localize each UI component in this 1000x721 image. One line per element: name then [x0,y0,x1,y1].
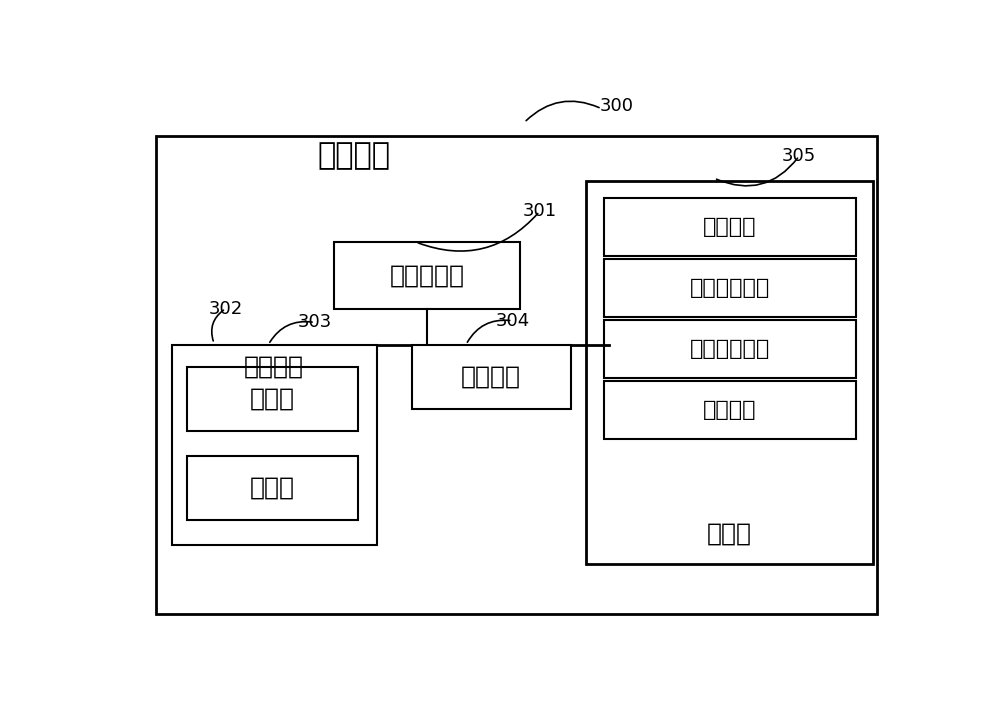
Text: 303: 303 [298,314,332,332]
Bar [334,242,520,309]
Text: 用户接口模块: 用户接口模块 [690,339,770,359]
Text: 网络接口: 网络接口 [461,365,521,389]
Bar [187,367,358,430]
Text: 中央处理器: 中央处理器 [390,263,465,287]
Text: 程序指令: 程序指令 [703,400,757,420]
Text: 显示屏: 显示屏 [250,476,295,500]
Text: 存储器: 存储器 [707,521,752,545]
Bar [187,456,358,520]
Text: 304: 304 [495,311,530,329]
Text: 305: 305 [782,147,816,165]
Text: 电子设备: 电子设备 [317,141,390,170]
Bar [604,259,856,317]
Bar [412,345,571,409]
Text: 301: 301 [523,203,557,221]
Bar [604,319,856,378]
Bar [586,181,873,564]
Text: 用户接口: 用户接口 [244,355,304,379]
Bar [604,198,856,256]
Bar [172,345,377,544]
Text: 摄像头: 摄像头 [250,386,295,411]
Bar [604,381,856,439]
Text: 300: 300 [600,97,634,115]
Text: 操作系统: 操作系统 [703,217,757,236]
Text: 网络通信模块: 网络通信模块 [690,278,770,298]
Text: 302: 302 [209,300,243,317]
Bar [156,136,877,614]
